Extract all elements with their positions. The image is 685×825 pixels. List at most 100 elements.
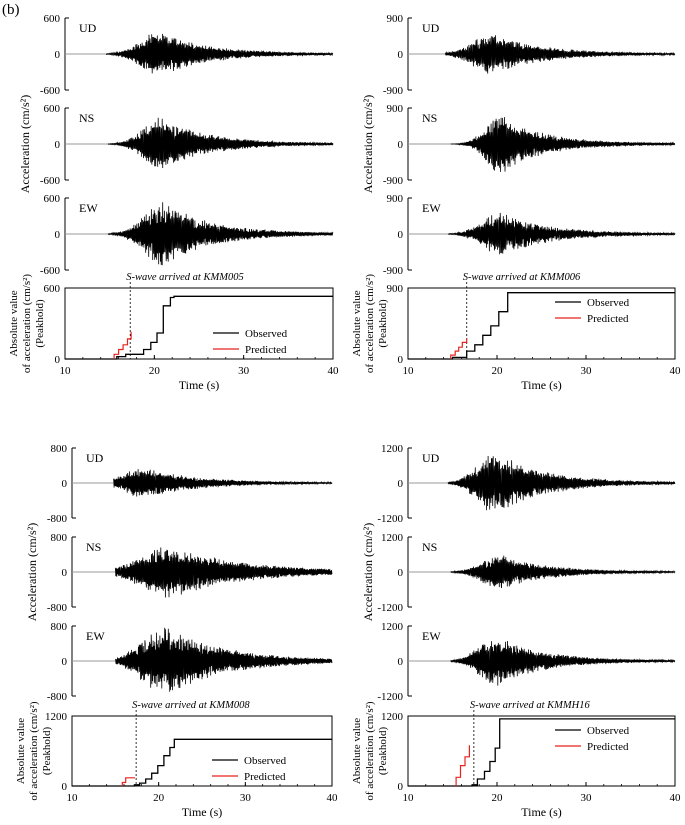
component-label: EW bbox=[422, 629, 441, 643]
legend: Observed Predicted bbox=[212, 755, 287, 783]
station-panel-kmm005: 600 0 -600 UD 600 0 -600 NS 600 0 -600 EW Accelerati… bbox=[8, 13, 339, 392]
x-tick-label: 20 bbox=[149, 365, 161, 377]
trace-y-tick-label: 0 bbox=[398, 139, 404, 151]
peak-y-axis-label-line: Absolute value bbox=[15, 718, 27, 784]
legend: Observed Predicted bbox=[555, 725, 630, 753]
peak-y-tick-label: 0 bbox=[398, 781, 404, 793]
legend-label-observed: Observed bbox=[587, 297, 630, 309]
waveform-ns bbox=[114, 547, 333, 598]
predicted-curve bbox=[455, 745, 470, 786]
panel-label: (b) bbox=[2, 2, 20, 18]
waveform-ud bbox=[447, 455, 676, 511]
swave-label: S-wave arrived at KMM008 bbox=[132, 700, 250, 711]
peakhold-panel: 10 20 30 40 0 1200 Time (s) Absolute value of ac… bbox=[15, 700, 338, 819]
x-axis-label: Time (s) bbox=[521, 805, 562, 819]
legend: Observed Predicted bbox=[555, 297, 630, 325]
x-axis-label: Time (s) bbox=[182, 805, 223, 819]
peakhold-panel: 10 20 30 40 0 1200 Time (s) Absolute value of ac… bbox=[351, 700, 681, 819]
peak-y-tick-label: 0 bbox=[55, 354, 61, 366]
component-label: EW bbox=[422, 201, 441, 215]
peak-y-axis-label-line: (Peakhold) bbox=[377, 299, 389, 348]
legend-label-predicted: Predicted bbox=[244, 771, 286, 783]
trace-y-tick-label: 600 bbox=[44, 13, 61, 25]
trace-y-tick-label: 0 bbox=[62, 567, 68, 579]
peak-y-tick-label: 1200 bbox=[45, 711, 68, 723]
waveform-ew bbox=[107, 202, 334, 266]
trace-y-tick-label: 1200 bbox=[381, 443, 404, 455]
trace-y-tick-label: 900 bbox=[387, 13, 404, 25]
trace-y-axis-label: Acceleration (cm/s²) bbox=[361, 95, 375, 194]
x-tick-label: 40 bbox=[670, 792, 682, 804]
predicted-curve bbox=[121, 777, 135, 786]
trace-y-tick-label: -900 bbox=[383, 175, 404, 187]
peak-y-tick-label: 600 bbox=[44, 283, 61, 295]
predicted-curve bbox=[450, 338, 468, 359]
component-label: NS bbox=[79, 111, 94, 125]
trace-y-tick-label: -600 bbox=[40, 85, 61, 97]
x-tick-label: 40 bbox=[670, 365, 682, 377]
waveform-ew bbox=[450, 640, 676, 686]
x-tick-label: 20 bbox=[492, 792, 504, 804]
station-panel-kmm008: 800 0 -800 UD 800 0 -800 NS 800 0 -800 EW Accelerati… bbox=[15, 443, 338, 819]
legend-label-observed: Observed bbox=[244, 755, 287, 767]
trace-y-tick-label: 1200 bbox=[381, 621, 404, 633]
peak-y-axis-label-line: Absolute value bbox=[8, 290, 20, 356]
trace-ud: 800 0 -800 UD bbox=[47, 443, 333, 525]
x-tick-label: 10 bbox=[60, 365, 72, 377]
legend-label-predicted: Predicted bbox=[245, 344, 287, 356]
waveform-ns bbox=[450, 117, 676, 172]
observed-curve bbox=[72, 738, 332, 787]
peak-y-axis-label-line: of acceleration (cm/s²) bbox=[364, 701, 376, 801]
x-tick-label: 10 bbox=[403, 365, 415, 377]
trace-y-tick-label: -800 bbox=[47, 691, 68, 703]
x-tick-label: 40 bbox=[328, 365, 340, 377]
peak-y-tick-label: 0 bbox=[398, 354, 404, 366]
trace-y-axis-label: Acceleration (cm/s²) bbox=[25, 523, 39, 622]
waveform-ud bbox=[113, 469, 333, 497]
station-panel-kmm006: 900 0 -900 UD 900 0 -900 NS 900 0 -900 EW Accelerati… bbox=[351, 13, 681, 392]
peak-y-tick-label: 0 bbox=[62, 781, 68, 793]
trace-y-tick-label: 0 bbox=[55, 49, 61, 61]
peak-y-axis-label-line: (Peakhold) bbox=[34, 299, 46, 348]
observed-curve bbox=[408, 292, 675, 360]
swave-label: S-wave arrived at KMM005 bbox=[126, 272, 244, 283]
x-tick-label: 10 bbox=[67, 792, 79, 804]
swave-label: S-wave arrived at KMM006 bbox=[463, 272, 581, 283]
component-label: NS bbox=[422, 540, 437, 554]
x-axis-label: Time (s) bbox=[179, 378, 220, 392]
trace-y-tick-label: -800 bbox=[47, 513, 68, 525]
trace-y-tick-label: -1200 bbox=[377, 602, 403, 614]
trace-y-tick-label: 0 bbox=[398, 49, 404, 61]
legend: Observed Predicted bbox=[213, 328, 288, 356]
trace-ud: 900 0 -900 UD bbox=[383, 13, 676, 97]
x-tick-label: 30 bbox=[238, 365, 250, 377]
peak-y-axis-label-line: of acceleration (cm/s²) bbox=[21, 274, 33, 374]
trace-y-tick-label: 900 bbox=[387, 193, 404, 205]
trace-y-tick-label: -800 bbox=[47, 602, 68, 614]
trace-y-tick-label: -1200 bbox=[377, 513, 403, 525]
x-axis-label: Time (s) bbox=[521, 378, 562, 392]
x-tick-label: 40 bbox=[327, 792, 339, 804]
trace-y-tick-label: -900 bbox=[383, 85, 404, 97]
x-tick-label: 30 bbox=[581, 792, 593, 804]
component-label: EW bbox=[86, 629, 105, 643]
trace-ud: 1200 0 -1200 UD bbox=[377, 443, 676, 525]
waveform-ew bbox=[114, 627, 333, 692]
trace-y-axis-label: Acceleration (cm/s²) bbox=[18, 95, 32, 194]
trace-ew: 1200 0 -1200 EW bbox=[377, 621, 676, 703]
trace-y-tick-label: -1200 bbox=[377, 691, 403, 703]
peakhold-frame bbox=[407, 715, 676, 787]
trace-y-tick-label: 0 bbox=[55, 229, 61, 241]
trace-y-tick-label: 0 bbox=[62, 478, 68, 490]
peak-y-axis-label-line: of acceleration (cm/s²) bbox=[364, 274, 376, 374]
trace-ud: 600 0 -600 UD bbox=[40, 13, 334, 97]
trace-y-tick-label: -600 bbox=[40, 175, 61, 187]
trace-y-tick-label: 0 bbox=[398, 567, 404, 579]
waveform-ew bbox=[447, 212, 676, 255]
waveform-ns bbox=[450, 555, 676, 589]
trace-y-tick-label: 0 bbox=[398, 478, 404, 490]
peak-y-axis-label-line: Absolute value bbox=[351, 290, 363, 356]
trace-y-tick-label: 800 bbox=[51, 532, 68, 544]
peakhold-panel: 10 20 30 40 0 600 Time (s) Absolute value of acc… bbox=[8, 272, 339, 392]
